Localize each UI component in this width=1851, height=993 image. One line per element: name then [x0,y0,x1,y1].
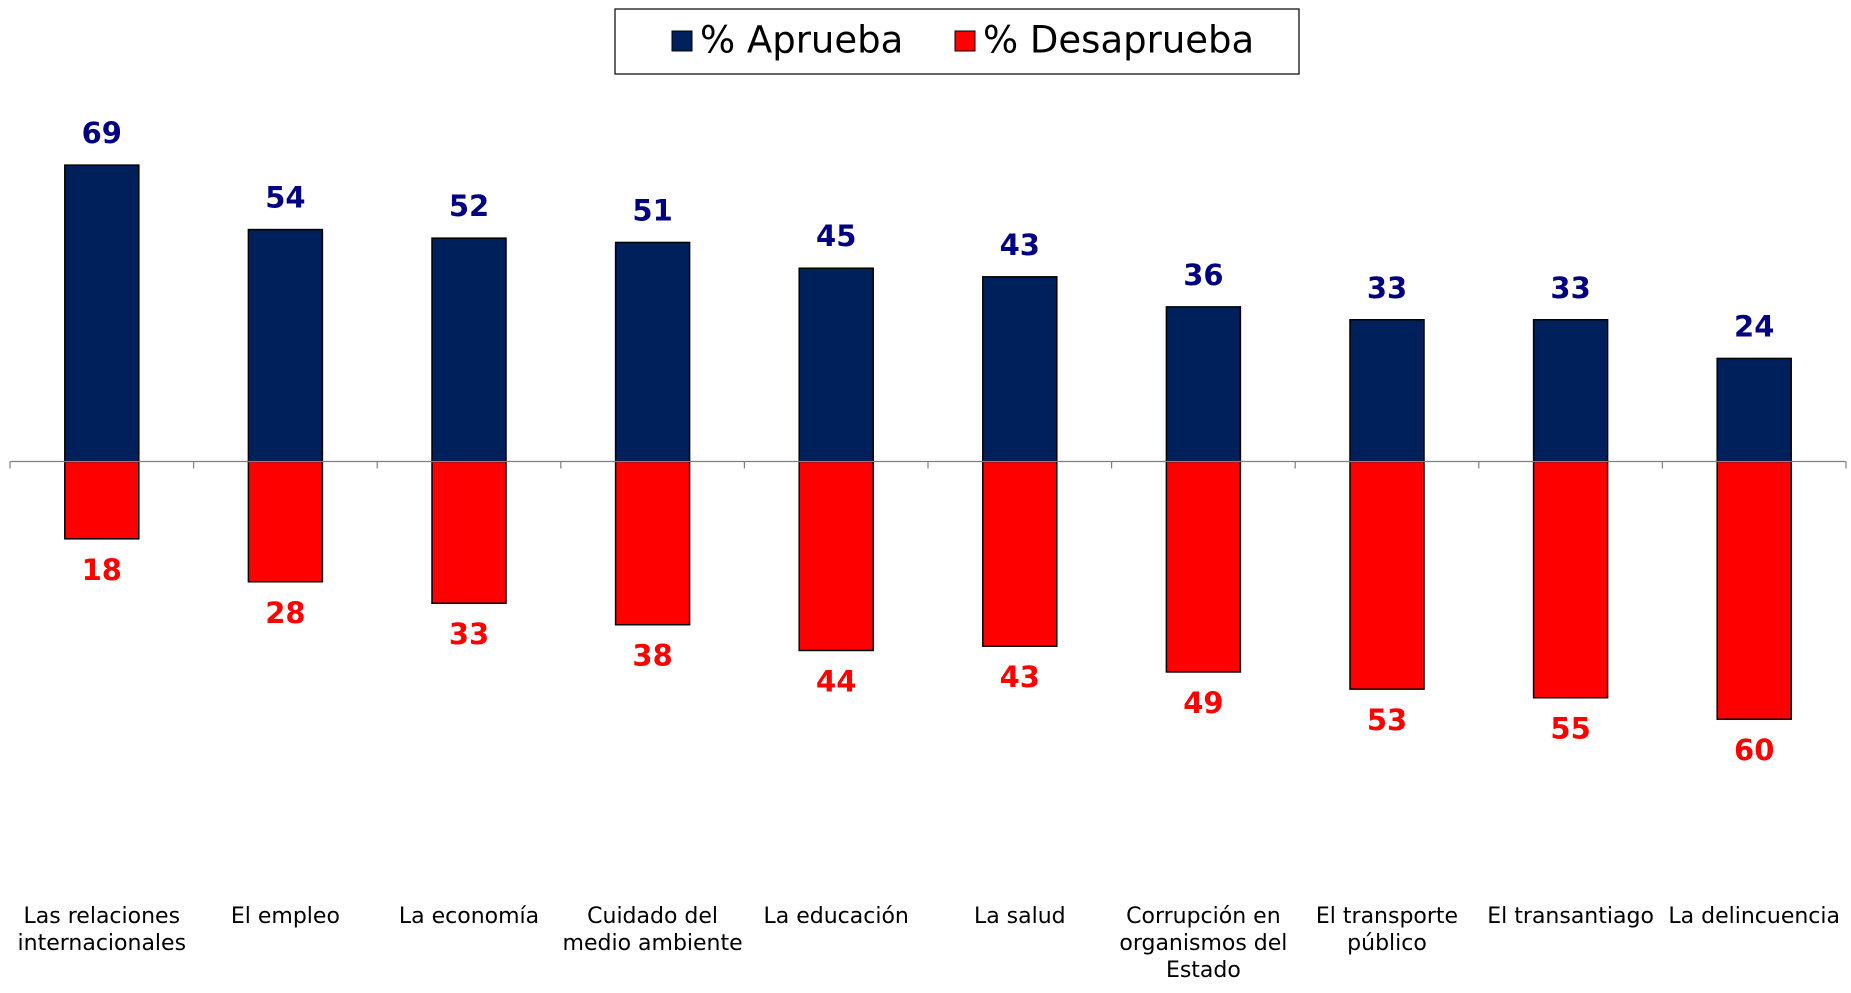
data-label: 44 [816,664,856,698]
bar [982,276,1058,463]
bar [614,241,691,463]
x-tick-label: Corrupción en organismos del Estado [1119,904,1288,983]
data-label: 69 [82,116,122,150]
data-label: 51 [632,193,672,227]
bar [1349,460,1425,690]
data-label: 55 [1550,712,1590,746]
x-tick-label: La economía [398,904,540,929]
x-tick-label: El empleo [230,904,340,929]
bar [614,460,691,626]
data-label: 60 [1734,733,1774,767]
bar [64,460,140,540]
bar [1532,460,1609,699]
bar [247,228,324,463]
data-label: 18 [82,553,122,587]
bar [64,164,140,463]
bar [431,237,507,463]
x-tick-label: Las relaciones internacionales [17,904,187,956]
bar [798,267,874,463]
bar [431,460,507,604]
bar [1532,319,1609,463]
data-label: 33 [449,617,489,651]
legend-swatch [671,30,693,52]
data-label: 28 [265,596,305,630]
data-label: 53 [1367,703,1407,737]
data-label: 24 [1734,309,1774,343]
data-label: 43 [1000,660,1040,694]
x-tick-label: La salud [973,904,1066,929]
x-tick-label: El transantiago [1487,904,1654,929]
bar [1716,357,1792,463]
data-label: 52 [449,189,489,223]
bar [1165,306,1242,463]
bar [1349,319,1425,463]
x-tick-label: La educación [763,904,909,929]
data-label: 38 [632,639,672,673]
bar [798,460,874,652]
legend-label: % Desaprueba [983,19,1254,62]
data-label: 54 [265,181,305,215]
bar [1716,460,1792,720]
x-tick-label: Cuidado del medio ambiente [562,904,743,956]
data-label: 33 [1550,271,1590,305]
data-label: 49 [1183,686,1223,720]
legend-swatch [954,30,976,52]
data-label: 36 [1183,258,1223,292]
bar [1165,460,1242,673]
x-tick-label: La delincuencia [1668,904,1840,929]
bar [982,460,1058,647]
legend-label: % Aprueba [700,19,903,62]
x-tick-label: El transporte público [1315,904,1459,956]
data-label: 45 [816,219,856,253]
bar [247,460,324,583]
data-label: 43 [1000,228,1040,262]
data-label: 33 [1367,271,1407,305]
